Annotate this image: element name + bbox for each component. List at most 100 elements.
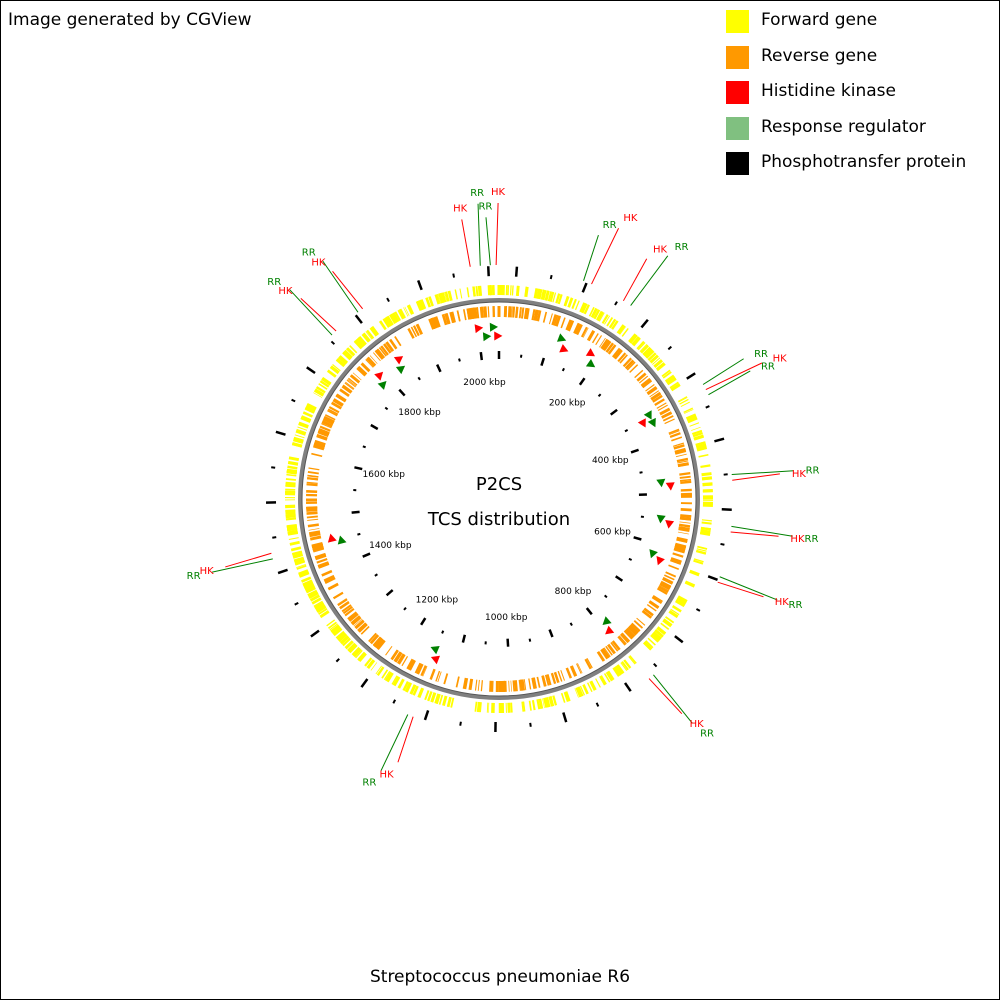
reverse-gene	[560, 317, 566, 329]
scale-tick-outer	[272, 536, 277, 539]
reverse-gene	[512, 306, 516, 318]
scale-tick-inner	[604, 594, 608, 599]
forward-gene	[623, 659, 632, 669]
backbone-inner-edge	[301, 301, 697, 697]
forward-gene	[294, 560, 305, 565]
forward-gene	[571, 298, 577, 310]
reverse-gene	[474, 679, 478, 691]
reverse-gene	[618, 635, 627, 645]
scale-tick-outer	[529, 722, 532, 727]
forward-gene	[286, 524, 297, 529]
scale-tick-inner	[628, 557, 633, 561]
reverse-gene	[671, 436, 682, 441]
reverse-gene	[619, 354, 628, 364]
reverse-gene	[634, 369, 644, 379]
reverse-gene	[466, 308, 472, 320]
scale-tick-outer	[640, 318, 649, 329]
reverse-gene	[541, 675, 546, 687]
forward-gene	[691, 426, 701, 431]
forward-gene	[542, 698, 545, 709]
forward-gene	[370, 662, 378, 671]
reverse-gene	[676, 538, 688, 543]
forward-gene	[301, 576, 311, 582]
reverse-gene	[680, 514, 692, 518]
reverse-gene	[462, 677, 466, 689]
reverse-gene	[621, 632, 631, 642]
reverse-gene	[389, 338, 398, 350]
forward-gene	[696, 445, 708, 452]
reverse-gene	[407, 327, 415, 339]
forward-gene	[621, 661, 629, 671]
forward-gene	[640, 344, 648, 353]
reverse-gene	[528, 678, 532, 690]
forward-gene	[365, 331, 373, 340]
reverse-gene	[605, 645, 613, 656]
reverse-gene	[420, 665, 427, 677]
forward-gene	[404, 306, 410, 316]
forward-gene	[357, 336, 367, 346]
reverse-gene	[413, 325, 420, 337]
reverse-gene	[429, 668, 436, 680]
reverse-gene	[313, 444, 325, 450]
forward-gene	[619, 326, 626, 335]
reverse-gene	[652, 594, 663, 603]
tcs-callout-line	[289, 289, 333, 336]
reverse-gene	[316, 435, 328, 441]
reverse-gene	[599, 337, 606, 348]
forward-gene	[353, 340, 363, 350]
reverse-gene	[642, 379, 652, 389]
tcs-callout-label: RR	[362, 778, 376, 789]
reverse-gene	[674, 544, 686, 550]
forward-gene	[524, 286, 527, 297]
reverse-gene	[657, 585, 669, 593]
forward-gene	[696, 548, 707, 552]
reverse-gene	[345, 381, 355, 390]
forward-gene	[302, 580, 314, 588]
tcs-callout-label: RR	[700, 728, 714, 739]
tcs-marker	[557, 333, 567, 342]
tcs-callout-line	[397, 716, 414, 763]
tcs-marker	[393, 356, 404, 365]
reverse-gene	[369, 634, 380, 645]
forward-gene	[440, 292, 447, 303]
tcs-callout-line	[732, 473, 780, 481]
forward-gene	[332, 626, 342, 635]
forward-gene	[636, 340, 645, 350]
forward-gene	[597, 311, 604, 322]
scale-tick-inner	[578, 377, 586, 386]
reverse-gene	[316, 558, 328, 564]
forward-gene	[285, 484, 296, 488]
forward-gene	[650, 634, 659, 643]
tcs-marker	[374, 371, 384, 381]
scale-tick-inner	[548, 629, 554, 638]
tcs-marker	[482, 332, 492, 342]
reverse-gene	[669, 430, 680, 435]
reverse-gene	[365, 359, 374, 368]
reverse-gene	[480, 680, 483, 692]
reverse-gene	[462, 309, 467, 321]
forward-gene	[531, 699, 536, 711]
reverse-gene	[652, 394, 663, 403]
forward-gene	[434, 294, 439, 305]
forward-gene	[547, 291, 552, 302]
forward-gene	[349, 345, 357, 354]
forward-gene	[434, 693, 441, 704]
forward-gene	[700, 526, 711, 531]
reverse-gene	[324, 416, 335, 422]
forward-gene	[537, 288, 543, 300]
tcs-callout-label: HK	[690, 719, 705, 730]
forward-gene	[362, 332, 371, 342]
forward-gene	[326, 619, 336, 627]
scale-tick-outer	[277, 568, 288, 575]
forward-gene	[288, 537, 299, 540]
reverse-gene	[567, 320, 574, 332]
forward-gene	[315, 604, 326, 613]
forward-gene	[596, 310, 603, 321]
forward-gene	[645, 640, 654, 649]
reverse-gene	[357, 622, 367, 632]
reverse-gene	[487, 306, 490, 318]
forward-gene	[590, 307, 598, 319]
reverse-gene	[550, 672, 557, 685]
forward-gene	[446, 696, 451, 707]
forward-gene	[544, 290, 550, 301]
